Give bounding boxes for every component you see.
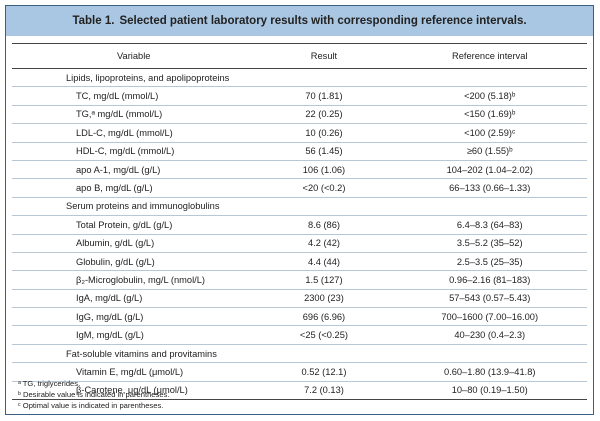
variable-cell: Vitamin E, mg/dL (μmol/L) xyxy=(12,362,256,382)
column-header-result: Result xyxy=(255,43,393,69)
section-label: Serum proteins and immunoglobulins xyxy=(12,197,587,217)
table-row: TC, mg/dL (mmol/L) 70 (1.81) <200 (5.18)ᵇ xyxy=(12,86,587,106)
variable-cell: IgG, mg/dL (g/L) xyxy=(12,307,256,327)
table-title-bar: Table 1. Selected patient laboratory res… xyxy=(6,6,593,36)
reference-cell: 0.60–1.80 (13.9–41.8) xyxy=(392,362,587,382)
table-row: β₂-Microglobulin, mg/L (nmol/L) 1.5 (127)… xyxy=(12,270,587,290)
reference-cell: 700–1600 (7.00–16.00) xyxy=(392,307,587,327)
section-row: Fat-soluble vitamins and provitamins xyxy=(12,344,587,364)
table-title: Selected patient laboratory results with… xyxy=(119,15,527,27)
table-row: LDL-C, mg/dL (mmol/L) 10 (0.26) <100 (2.59… xyxy=(12,123,587,143)
table-row: IgM, mg/dL (g/L) <25 (<0.25) 40–230 (0.4–2… xyxy=(12,325,587,345)
footnote: ᵃ TG, triglycerides. xyxy=(18,379,81,388)
lab-results-table: Variable Result Reference interval Lipid… xyxy=(12,43,587,401)
result-cell: 8.6 (86) xyxy=(255,215,393,235)
result-cell: 0.52 (12.1) xyxy=(255,362,393,382)
footnote: ᶜ Optimal value is indicated in parenthe… xyxy=(18,401,164,410)
table-row: β-Carotene, μg/dL (μmol/L) 7.2 (0.13) 10–8… xyxy=(12,381,587,401)
table-row: Globulin, g/dL (g/L) 4.4 (44) 2.5–3.5 (25–… xyxy=(12,252,587,272)
table-row: apo A-1, mg/dL (g/L) 106 (1.06) 104–202 (1… xyxy=(12,160,587,180)
reference-cell: <200 (5.18)ᵇ xyxy=(392,86,587,106)
table-row: TG,ᵃ mg/dL (mmol/L) 22 (0.25) <150 (1.69)ᵇ xyxy=(12,105,587,125)
result-cell: 7.2 (0.13) xyxy=(255,381,393,401)
table-row: IgA, mg/dL (g/L) 2300 (23) 57–543 (0.57–5.… xyxy=(12,289,587,309)
result-cell: 4.2 (42) xyxy=(255,234,393,253)
reference-cell: 40–230 (0.4–2.3) xyxy=(392,325,587,345)
variable-cell: Globulin, g/dL (g/L) xyxy=(12,252,256,272)
table-row: Albumin, g/dL (g/L) 4.2 (42) 3.5–5.2 (35–5… xyxy=(12,234,587,253)
reference-cell: 0.96–2.16 (81–183) xyxy=(392,270,587,290)
result-cell: 22 (0.25) xyxy=(255,105,393,125)
section-row: Lipids, lipoproteins, and apolipoprotein… xyxy=(12,68,587,88)
column-header-reference: Reference interval xyxy=(392,43,587,69)
section-label: Fat-soluble vitamins and provitamins xyxy=(12,344,587,364)
variable-cell: HDL-C, mg/dL (mmol/L) xyxy=(12,142,256,161)
variable-cell: Total Protein, g/dL (g/L) xyxy=(12,215,256,235)
table-frame: Table 1. Selected patient laboratory res… xyxy=(5,5,594,415)
variable-cell: TC, mg/dL (mmol/L) xyxy=(12,86,256,106)
footnotes: ᵃ TG, triglycerides. ᵇ Desirable value i… xyxy=(18,378,169,411)
header-row: Variable Result Reference interval xyxy=(12,43,587,69)
result-cell: 4.4 (44) xyxy=(255,252,393,272)
table-number: Table 1. xyxy=(72,15,115,27)
variable-cell: IgA, mg/dL (g/L) xyxy=(12,289,256,309)
table-row: IgG, mg/dL (g/L) 696 (6.96) 700–1600 (7.00… xyxy=(12,307,587,327)
reference-cell: ≥60 (1.55)ᵇ xyxy=(392,142,587,161)
variable-cell: β-Carotene, μg/dL (μmol/L) xyxy=(12,381,256,401)
reference-cell: 2.5–3.5 (25–35) xyxy=(392,252,587,272)
section-row: Serum proteins and immunoglobulins xyxy=(12,197,587,217)
reference-cell: 66–133 (0.66–1.33) xyxy=(392,178,587,198)
section-label: Lipids, lipoproteins, and apolipoprotein… xyxy=(12,68,587,88)
variable-cell: apo B, mg/dL (g/L) xyxy=(12,178,256,198)
result-cell: <20 (<0.2) xyxy=(255,178,393,198)
reference-cell: <150 (1.69)ᵇ xyxy=(392,105,587,125)
variable-cell: IgM, mg/dL (g/L) xyxy=(12,325,256,345)
column-header-variable: Variable xyxy=(12,43,256,69)
result-cell: 2300 (23) xyxy=(255,289,393,309)
result-cell: 70 (1.81) xyxy=(255,86,393,106)
result-cell: 106 (1.06) xyxy=(255,160,393,180)
variable-cell: Albumin, g/dL (g/L) xyxy=(12,234,256,253)
variable-cell: LDL-C, mg/dL (mmol/L) xyxy=(12,123,256,143)
result-cell: 56 (1.45) xyxy=(255,142,393,161)
table-row: HDL-C, mg/dL (mmol/L) 56 (1.45) ≥60 (1.55)… xyxy=(12,142,587,161)
result-cell: 696 (6.96) xyxy=(255,307,393,327)
table-body: Lipids, lipoproteins, and apolipoprotein… xyxy=(12,68,587,401)
table-row: Vitamin E, mg/dL (μmol/L) 0.52 (12.1) 0.60… xyxy=(12,362,587,382)
reference-cell: 6.4–8.3 (64–83) xyxy=(392,215,587,235)
table-row: Total Protein, g/dL (g/L) 8.6 (86) 6.4–8.3… xyxy=(12,215,587,235)
table-row: apo B, mg/dL (g/L) <20 (<0.2) 66–133 (0.66… xyxy=(12,178,587,198)
result-cell: 1.5 (127) xyxy=(255,270,393,290)
reference-cell: 104–202 (1.04–2.02) xyxy=(392,160,587,180)
reference-cell: 10–80 (0.19–1.50) xyxy=(392,381,587,401)
result-cell: <25 (<0.25) xyxy=(255,325,393,345)
reference-cell: 3.5–5.2 (35–52) xyxy=(392,234,587,253)
footnote: ᵇ Desirable value is indicated in parent… xyxy=(18,390,170,399)
variable-cell: TG,ᵃ mg/dL (mmol/L) xyxy=(12,105,256,125)
variable-cell: β₂-Microglobulin, mg/L (nmol/L) xyxy=(12,270,256,290)
result-cell: 10 (0.26) xyxy=(255,123,393,143)
reference-cell: 57–543 (0.57–5.43) xyxy=(392,289,587,309)
variable-cell: apo A-1, mg/dL (g/L) xyxy=(12,160,256,180)
reference-cell: <100 (2.59)ᶜ xyxy=(392,123,587,143)
